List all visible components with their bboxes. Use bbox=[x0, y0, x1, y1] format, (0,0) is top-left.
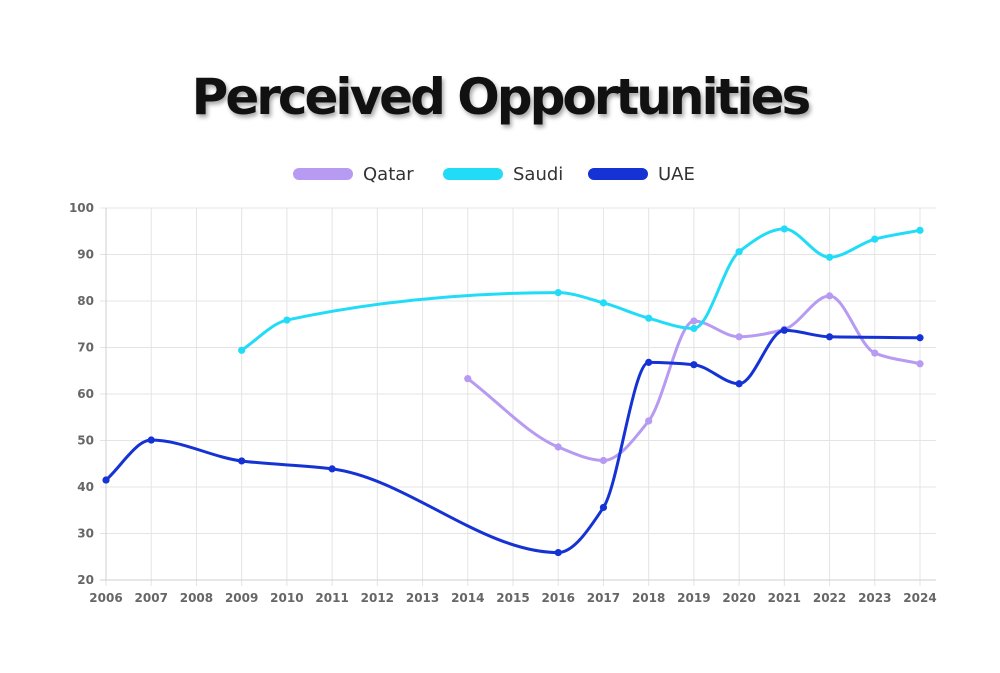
legend-swatch-uae bbox=[588, 168, 648, 180]
data-point-uae bbox=[599, 503, 608, 512]
data-point-uae bbox=[825, 333, 834, 341]
legend-item-qatar[interactable]: Qatar bbox=[293, 160, 414, 188]
data-point-uae bbox=[735, 380, 743, 388]
x-tick-label: 2006 bbox=[89, 591, 122, 605]
data-point-uae bbox=[690, 361, 698, 369]
y-tick-label: 40 bbox=[77, 480, 94, 494]
data-point-uae bbox=[554, 548, 562, 557]
data-point-saudi bbox=[283, 316, 291, 324]
data-point-saudi bbox=[825, 253, 834, 261]
data-point-saudi bbox=[780, 225, 788, 233]
legend-label-uae: UAE bbox=[658, 163, 695, 185]
x-tick-label: 2023 bbox=[858, 591, 891, 605]
series-qatar bbox=[464, 292, 924, 465]
data-point-uae bbox=[645, 358, 653, 366]
y-tick-label: 50 bbox=[77, 434, 94, 448]
y-tick-label: 90 bbox=[77, 248, 94, 262]
data-point-qatar bbox=[645, 417, 653, 425]
x-tick-label: 2008 bbox=[180, 591, 213, 605]
x-tick-label: 2012 bbox=[361, 591, 394, 605]
legend-item-saudi[interactable]: Saudi bbox=[443, 160, 563, 188]
legend-swatch-saudi bbox=[443, 168, 503, 180]
data-point-uae bbox=[328, 465, 336, 473]
x-tick-label: 2019 bbox=[677, 591, 710, 605]
legend-label-qatar: Qatar bbox=[363, 163, 414, 185]
y-tick-label: 100 bbox=[69, 201, 94, 215]
legend-label-saudi: Saudi bbox=[513, 163, 564, 185]
x-tick-label: 2013 bbox=[406, 591, 439, 605]
data-point-qatar bbox=[735, 333, 743, 341]
legend-swatch-qatar bbox=[293, 168, 353, 180]
x-tick-label: 2014 bbox=[451, 591, 484, 605]
chart-title: Perceived Opportunities bbox=[191, 68, 812, 126]
grid bbox=[100, 207, 936, 586]
y-tick-label: 30 bbox=[77, 527, 94, 541]
data-point-saudi bbox=[599, 299, 608, 307]
data-point-qatar bbox=[554, 443, 562, 451]
data-point-uae bbox=[102, 476, 110, 484]
x-tick-label: 2020 bbox=[722, 591, 755, 605]
data-point-saudi bbox=[690, 324, 698, 333]
x-tick-label: 2009 bbox=[225, 591, 258, 605]
data-point-qatar bbox=[825, 292, 834, 300]
x-tick-label: 2018 bbox=[632, 591, 665, 605]
legend-item-uae[interactable]: UAE bbox=[588, 160, 695, 188]
x-tick-label: 2021 bbox=[768, 591, 801, 605]
x-tick-label: 2010 bbox=[270, 591, 303, 605]
data-point-saudi bbox=[554, 289, 562, 297]
x-tick-label: 2015 bbox=[496, 591, 529, 605]
y-tick-label: 20 bbox=[77, 573, 94, 587]
data-point-qatar bbox=[871, 349, 879, 357]
x-tick-label: 2017 bbox=[587, 591, 620, 605]
series-line-saudi bbox=[240, 227, 922, 352]
data-point-uae bbox=[238, 457, 246, 465]
data-point-saudi bbox=[916, 226, 924, 234]
data-point-uae bbox=[147, 436, 155, 444]
series-uae bbox=[102, 326, 924, 557]
series-saudi bbox=[238, 225, 924, 354]
data-point-uae bbox=[916, 334, 924, 342]
data-point-saudi bbox=[645, 314, 653, 322]
data-point-qatar bbox=[690, 317, 698, 325]
data-point-saudi bbox=[735, 248, 743, 256]
data-point-qatar bbox=[464, 375, 472, 383]
x-tick-label: 2007 bbox=[135, 591, 168, 605]
data-point-qatar bbox=[916, 360, 924, 368]
y-tick-label: 70 bbox=[77, 341, 94, 355]
data-point-qatar bbox=[599, 456, 608, 465]
data-point-saudi bbox=[238, 346, 246, 354]
y-tick-label: 60 bbox=[77, 387, 94, 401]
x-tick-label: 2016 bbox=[542, 591, 575, 605]
data-point-uae bbox=[780, 326, 788, 334]
x-tick-label: 2011 bbox=[315, 591, 348, 605]
series-line-qatar bbox=[466, 294, 922, 462]
legend: Qatar Saudi UAE bbox=[0, 160, 1000, 188]
data-point-saudi bbox=[871, 235, 879, 243]
y-tick-label: 80 bbox=[77, 294, 94, 308]
x-tick-label: 2022 bbox=[813, 591, 846, 605]
x-tick-label: 2024 bbox=[903, 591, 936, 605]
